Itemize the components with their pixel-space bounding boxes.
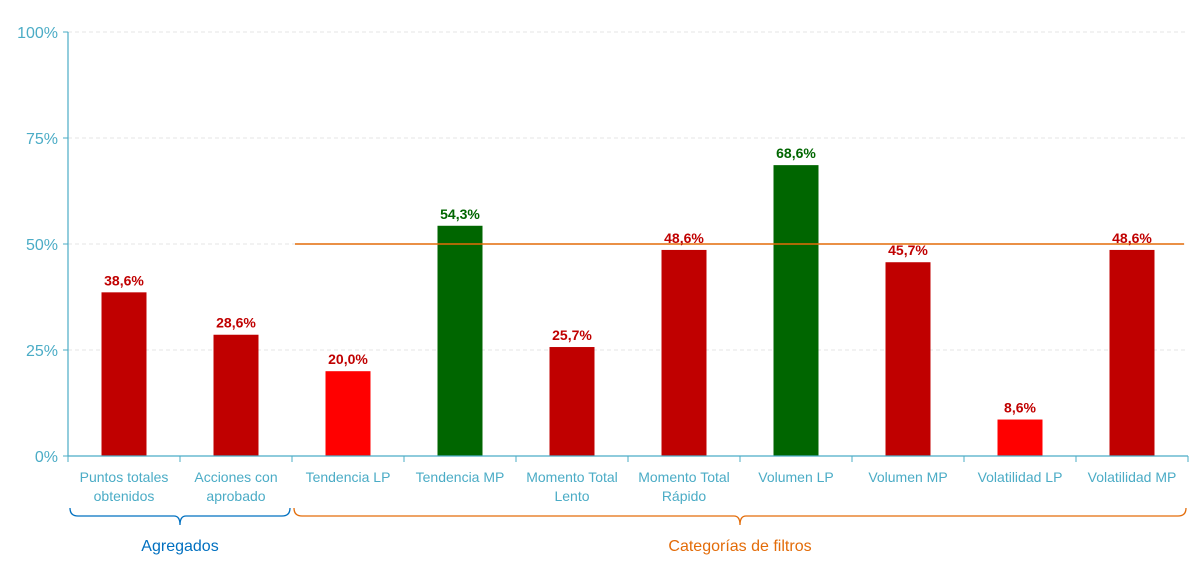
y-tick-label: 25% [26,343,58,360]
y-tick-label: 0% [35,449,58,466]
y-tick-label: 75% [26,131,58,148]
y-axis-ticks: 0% 25% 50% 75% 100% [17,25,68,466]
x-axis-ticks: Puntos totales obtenidos Acciones con aprob… [67,456,1189,504]
x-tick-label-line: Momento Total [638,469,730,485]
y-tick-label: 100% [17,25,58,42]
bar [885,262,931,456]
x-tick-label-line: obtenidos [94,488,155,504]
x-tick-label-line: Volatilidad LP [978,469,1063,485]
x-tick-label-line: aprobado [206,488,265,504]
x-tick-label-line: Lento [554,488,589,504]
x-tick-label-line: Volumen MP [868,469,947,485]
x-tick-label: Volumen LP [758,469,834,485]
data-labels: 38,6% 28,6% 20,0% 54,3% 25,7% 48,6% 68,6% 45,7%… [104,145,1152,415]
data-label: 48,6% [664,230,704,246]
x-tick-label-line: Volatilidad MP [1088,469,1177,485]
data-label: 8,6% [1004,400,1036,416]
x-tick-label-line: Momento Total [526,469,618,485]
bar [549,347,595,456]
x-tick-label-line: Rápido [662,488,707,504]
group-brace [69,507,291,526]
x-tick-label-line: Volumen LP [758,469,834,485]
x-tick-label: Momento Total Rápido [638,469,730,504]
bar [997,419,1043,456]
x-tick-label: Tendencia LP [306,469,391,485]
data-label: 48,6% [1112,230,1152,246]
bars [101,165,1155,457]
x-tick-label: Momento Total Lento [526,469,618,504]
data-label: 20,0% [328,351,368,367]
data-label: 54,3% [440,206,480,222]
x-tick-label: Acciones con aprobado [194,469,277,504]
data-label: 68,6% [776,145,816,161]
bar [1109,249,1155,456]
bar [437,225,483,456]
x-tick-label-line: Tendencia MP [416,469,505,485]
group-label: Categorías de filtros [668,538,811,555]
data-label: 25,7% [552,327,592,343]
group-label: Agregados [141,538,218,555]
x-tick-label: Volatilidad MP [1088,469,1177,485]
bar [101,292,147,456]
x-tick-label: Tendencia MP [416,469,505,485]
category-groups: Agregados Categorías de filtros [69,507,1187,555]
x-tick-label-line: Acciones con [194,469,277,485]
data-label: 38,6% [104,272,144,288]
x-tick-label: Puntos totales obtenidos [80,469,169,504]
gridlines [68,31,1188,351]
bar [213,334,259,456]
x-tick-label: Volumen MP [868,469,947,485]
data-label: 45,7% [888,242,928,258]
x-tick-label: Volatilidad LP [978,469,1063,485]
x-tick-label-line: Tendencia LP [306,469,391,485]
bar [773,165,819,457]
data-label: 28,6% [216,315,256,331]
y-tick-label: 50% [26,237,58,254]
bar [661,249,707,456]
bar [325,371,371,456]
group-brace [293,507,1187,526]
x-tick-label-line: Puntos totales [80,469,169,485]
